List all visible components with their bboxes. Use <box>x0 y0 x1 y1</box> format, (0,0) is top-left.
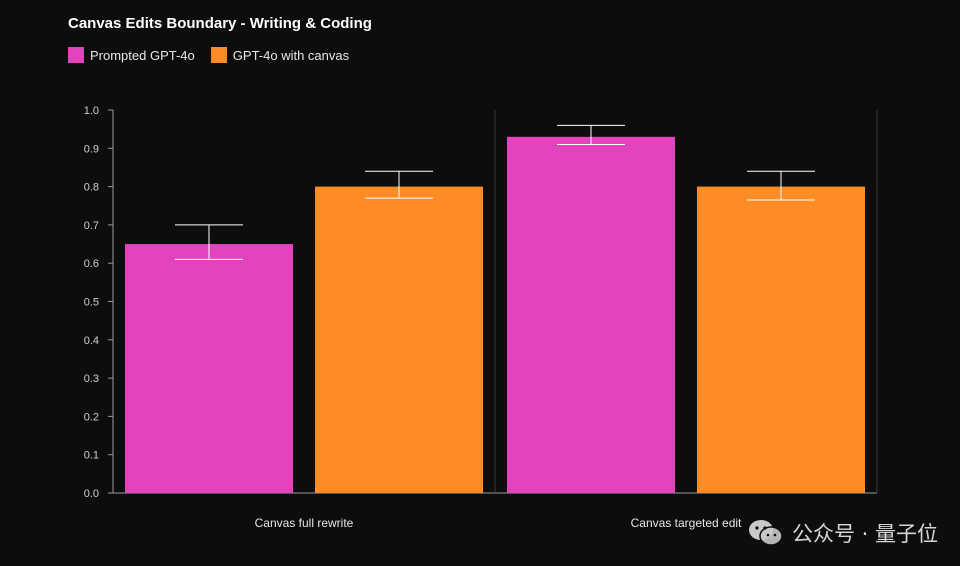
legend-swatch-gpt4o-with-canvas <box>210 47 227 63</box>
legend-label-gpt4o-with-canvas: GPT-4o with canvas <box>232 47 350 63</box>
bar <box>697 186 865 493</box>
bar <box>315 186 483 493</box>
legend-swatch-prompted-gpt4o <box>68 47 84 63</box>
y-tick-label: 0.4 <box>84 335 99 347</box>
y-tick-label: 0.3 <box>84 373 99 385</box>
y-tick-label: 0.5 <box>84 297 99 309</box>
x-category-label: Canvas targeted edit <box>631 516 742 530</box>
y-tick-label: 1.0 <box>84 105 99 117</box>
y-tick-label: 0.2 <box>84 411 99 423</box>
watermark-text: 公众号 · 量子位 <box>791 522 938 546</box>
bar <box>125 244 293 493</box>
chart-title: Canvas Edits Boundary - Writing & Coding <box>68 15 372 32</box>
y-tick-label: 0.1 <box>84 450 99 462</box>
y-tick-label: 0.9 <box>84 143 99 155</box>
legend-item-gpt4o-with-canvas: GPT-4o with canvas <box>210 47 350 63</box>
legend: Prompted GPT-4o GPT-4o with canvas <box>68 47 349 63</box>
bar <box>507 136 675 493</box>
y-tick-label: 0.8 <box>84 182 99 194</box>
x-category-label: Canvas full rewrite <box>255 516 354 530</box>
y-tick-label: 0.0 <box>84 488 99 500</box>
legend-label-prompted-gpt4o: Prompted GPT-4o <box>90 47 195 63</box>
legend-item-prompted-gpt4o: Prompted GPT-4o <box>68 47 195 63</box>
y-tick-label: 0.6 <box>84 258 99 270</box>
y-tick-label: 0.7 <box>84 220 99 232</box>
wechat-icon <box>748 520 783 546</box>
watermark: 公众号 · 量子位 <box>748 518 938 548</box>
